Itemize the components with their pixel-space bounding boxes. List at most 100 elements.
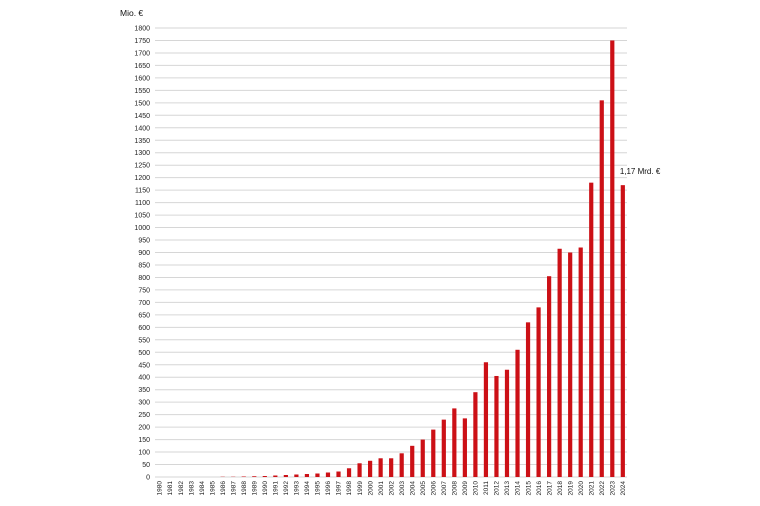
- x-tick-label: 1992: [283, 481, 290, 496]
- y-tick-label: 800: [138, 275, 150, 282]
- y-tick-label: 150: [138, 437, 150, 444]
- y-tick-label: 100: [138, 450, 150, 457]
- x-tick-label: 2016: [536, 481, 543, 496]
- gridlines: [155, 27, 627, 478]
- y-axis-unit-label: Mio. €: [120, 8, 143, 18]
- bar-1989: [252, 476, 257, 477]
- x-tick-label: 1993: [294, 481, 301, 496]
- x-tick-label: 1998: [346, 481, 353, 496]
- x-tick-label: 2017: [546, 481, 553, 496]
- y-tick-label: 300: [138, 400, 150, 407]
- bar-1997: [336, 471, 341, 477]
- x-tick-label: 1990: [262, 481, 269, 496]
- y-tick-label: 750: [138, 287, 150, 294]
- y-tick-label: 1400: [134, 125, 150, 132]
- x-tick-label: 2005: [420, 481, 427, 496]
- last-value-annotation: 1,17 Mrd. €: [620, 167, 661, 176]
- x-tick-label: 2024: [620, 481, 627, 496]
- y-tick-label: 600: [138, 325, 150, 332]
- x-tick-label: 1988: [241, 481, 248, 496]
- bar-2019: [568, 252, 573, 477]
- y-tick-label: 1050: [134, 213, 150, 220]
- bar-2006: [431, 429, 436, 477]
- x-tick-label: 2009: [462, 481, 469, 496]
- y-tick-label: 1450: [134, 113, 150, 120]
- bar-2000: [368, 460, 373, 477]
- x-tick-label: 2004: [409, 481, 416, 496]
- x-tick-label: 1982: [178, 481, 185, 496]
- y-tick-label: 0: [146, 475, 150, 482]
- bar-2021: [589, 182, 594, 477]
- y-tick-label: 250: [138, 412, 150, 419]
- y-tick-label: 1250: [134, 163, 150, 170]
- y-tick-label: 1650: [134, 63, 150, 70]
- bar-1995: [315, 473, 320, 477]
- bar-2015: [525, 322, 531, 477]
- bars: [220, 40, 625, 477]
- y-tick-label: 1100: [135, 200, 150, 207]
- bar-1996: [325, 472, 331, 477]
- bar-1998: [346, 468, 352, 477]
- y-tick-label: 350: [138, 387, 150, 394]
- x-tick-label: 1989: [251, 481, 258, 496]
- bar-2008: [452, 408, 457, 477]
- y-axis-ticks: 0 50 100 150 200 250 300 350 400 450 500 550 600 650 7…: [134, 26, 150, 482]
- bar-1991: [273, 475, 278, 477]
- x-tick-label: 2006: [430, 481, 437, 496]
- x-tick-label: 2015: [525, 481, 532, 496]
- bar-2009: [462, 418, 467, 477]
- y-tick-label: 1350: [134, 138, 150, 145]
- x-tick-label: 2021: [588, 481, 595, 496]
- x-tick-label: 2023: [609, 481, 616, 496]
- x-tick-label: 1980: [157, 481, 164, 496]
- y-tick-label: 1000: [134, 225, 150, 232]
- y-tick-label: 900: [138, 250, 150, 257]
- bar-1988: [241, 476, 246, 477]
- x-tick-label: 2001: [378, 481, 385, 496]
- y-tick-label: 1600: [134, 75, 150, 82]
- bar-2003: [399, 453, 404, 477]
- x-tick-label: 2013: [504, 481, 511, 496]
- bar-2004: [410, 445, 415, 477]
- x-tick-label: 2007: [441, 481, 448, 496]
- y-tick-label: 1300: [134, 150, 150, 157]
- x-tick-label: 2011: [483, 481, 490, 495]
- y-tick-label: 400: [138, 375, 150, 382]
- bar-1999: [357, 463, 362, 477]
- x-tick-label: 1987: [230, 481, 237, 496]
- x-tick-label: 1985: [209, 481, 216, 496]
- x-tick-label: 1986: [220, 481, 227, 496]
- x-tick-label: 1995: [315, 481, 322, 496]
- y-tick-label: 1200: [134, 175, 150, 182]
- x-tick-label: 2019: [567, 481, 574, 496]
- bar-2013: [504, 369, 510, 477]
- bar-2016: [536, 307, 541, 477]
- bar-2010: [473, 392, 478, 477]
- y-tick-label: 1500: [134, 100, 150, 107]
- x-tick-label: 1984: [199, 481, 206, 496]
- x-axis-ticks: 1980 1981 1982 1983 1984 1985 1986 1987 1988 1989…: [157, 481, 627, 496]
- bar-2018: [557, 248, 562, 477]
- bar-2007: [441, 419, 446, 477]
- x-tick-label: 1996: [325, 481, 332, 496]
- y-tick-label: 1700: [134, 50, 150, 57]
- bar-1994: [304, 474, 310, 477]
- x-tick-label: 2000: [367, 481, 374, 496]
- bar-1990: [262, 476, 267, 477]
- bar-1993: [294, 474, 299, 477]
- y-tick-label: 1800: [134, 26, 150, 33]
- bar-2005: [420, 439, 425, 477]
- bar-2022: [599, 100, 604, 477]
- bar-2014: [515, 349, 520, 477]
- y-tick-label: 850: [138, 262, 150, 269]
- y-tick-label: 50: [142, 462, 150, 469]
- y-tick-label: 200: [138, 425, 150, 432]
- y-tick-label: 950: [138, 238, 150, 245]
- y-tick-label: 1750: [134, 38, 150, 45]
- x-tick-label: 2002: [388, 481, 395, 496]
- y-tick-label: 500: [138, 350, 150, 357]
- x-tick-label: 2008: [452, 481, 459, 496]
- x-tick-label: 1997: [336, 481, 343, 496]
- x-tick-label: 2018: [557, 481, 564, 496]
- y-tick-label: 450: [138, 362, 150, 369]
